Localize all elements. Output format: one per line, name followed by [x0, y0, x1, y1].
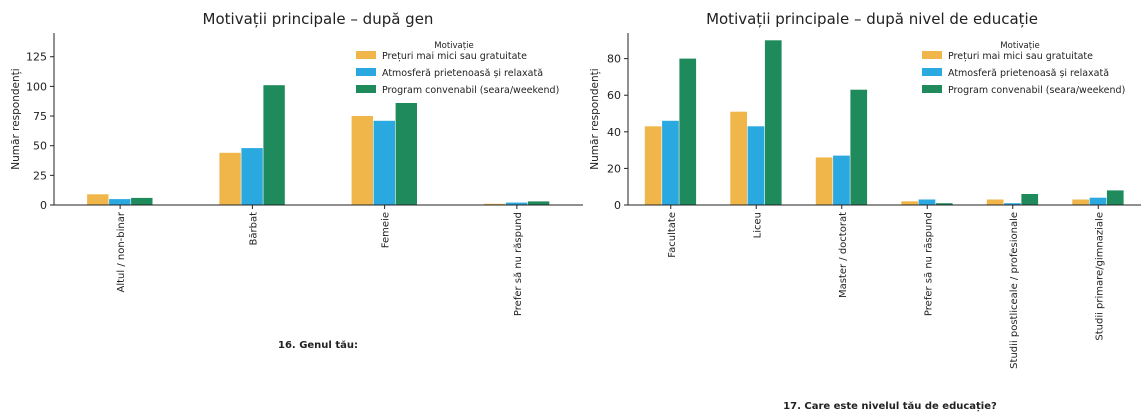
bar-3-5: [1021, 194, 1039, 205]
chart-1: Motivații principale – după gen Număr res…: [10, 10, 583, 351]
bar-3-1: [131, 197, 153, 205]
bar-3-2: [263, 85, 285, 205]
legend-title: Motivație: [1000, 41, 1039, 51]
chart-title: Motivații principale – după nivel de edu…: [706, 10, 1038, 28]
x-tick-label: Bărbat: [248, 212, 259, 246]
bar-1-3: [815, 157, 833, 205]
bar-3-2: [764, 40, 782, 205]
bar-3-4: [527, 201, 550, 205]
x-tick-label: Altul / non-binar: [116, 211, 127, 292]
bar-2-6: [1089, 197, 1107, 205]
legend-label-3: Program convenabil (seara/weekend): [382, 85, 559, 96]
y-tick-label: 20: [607, 162, 621, 175]
bar-1-4: [483, 203, 506, 205]
bar-1-2: [219, 152, 241, 205]
legend-swatch-3: [356, 85, 376, 93]
chart-2: Motivații principale – după nivel de edu…: [589, 10, 1141, 412]
bar-2-2: [747, 126, 765, 205]
bar-3-3: [395, 103, 417, 205]
x-tick-label: Studii postliceale / profesionale: [1009, 212, 1020, 369]
bar-2-2: [241, 148, 263, 205]
y-tick-label: 0: [614, 199, 621, 212]
x-tick-label: Studii primare/gimnaziale: [1094, 212, 1105, 341]
legend-label-1: Prețuri mai mici sau gratuitate: [382, 51, 527, 62]
legend-swatch-1: [356, 51, 376, 59]
bar-3-6: [1106, 190, 1124, 205]
bar-1-1: [644, 126, 662, 205]
legend-swatch-2: [356, 68, 376, 76]
bar-1-5: [986, 199, 1004, 205]
legend-label-2: Atmosferă prietenoasă și relaxată: [382, 68, 543, 79]
x-tick-label: Master / doctorat: [838, 212, 849, 298]
bar-1-1: [87, 194, 109, 205]
bar-2-4: [505, 202, 528, 205]
legend-swatch-1: [922, 51, 942, 59]
x-axis-label: 16. Genul tău:: [278, 340, 358, 351]
bar-3-1: [679, 58, 697, 205]
x-tick-label: Facultate: [667, 212, 678, 258]
legend-label-1: Prețuri mai mici sau gratuitate: [948, 51, 1093, 62]
bar-1-4: [901, 201, 918, 205]
bar-2-5: [1004, 203, 1021, 205]
x-tick-label: Liceu: [752, 212, 763, 238]
legend-swatch-3: [922, 85, 942, 93]
bar-1-6: [1072, 199, 1089, 205]
bar-2-1: [109, 199, 131, 205]
chart-title: Motivații principale – după gen: [203, 10, 434, 28]
bar-2-3: [833, 155, 850, 205]
y-tick-label: 100: [26, 80, 47, 93]
x-tick-label: Femeie: [381, 212, 392, 248]
x-axis-label: 17. Care este nivelul tău de educație?: [783, 401, 997, 412]
y-tick-label: 60: [607, 89, 621, 102]
bar-3-3: [850, 89, 868, 205]
y-tick-label: 25: [33, 169, 47, 182]
y-axis-label: Număr respondenți: [589, 68, 601, 169]
y-tick-label: 75: [33, 110, 47, 123]
legend-label-2: Atmosferă prietenoasă și relaxată: [948, 68, 1109, 79]
y-axis-label: Număr respondenți: [10, 68, 22, 169]
x-tick-label: Prefer să nu răspund: [513, 212, 524, 316]
bar-3-4: [935, 203, 953, 205]
y-tick-label: 125: [26, 51, 47, 64]
legend-swatch-2: [922, 68, 942, 76]
y-tick-label: 40: [607, 126, 621, 139]
y-tick-label: 0: [40, 199, 47, 212]
bar-1-2: [730, 111, 747, 205]
legend-title: Motivație: [434, 41, 473, 51]
bar-2-3: [373, 120, 395, 205]
x-tick-label: Prefer să nu răspund: [923, 212, 934, 316]
bar-1-3: [351, 116, 373, 205]
y-tick-label: 50: [33, 140, 47, 153]
bar-2-1: [662, 120, 679, 205]
bar-2-4: [918, 199, 936, 205]
y-tick-label: 80: [607, 53, 621, 66]
legend-label-3: Program convenabil (seara/weekend): [948, 85, 1125, 96]
